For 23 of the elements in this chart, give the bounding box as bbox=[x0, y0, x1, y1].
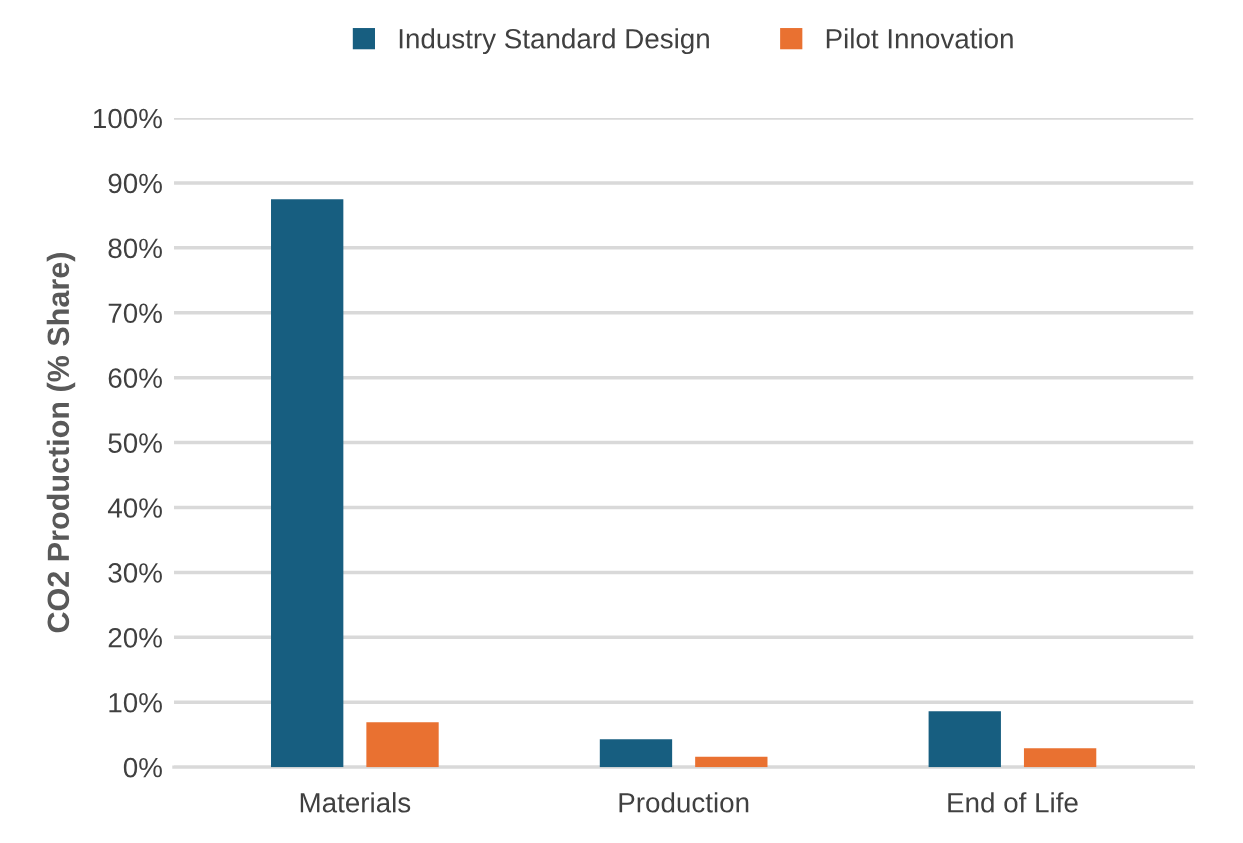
bar bbox=[695, 756, 768, 768]
legend-label: Pilot Innovation bbox=[826, 28, 1013, 49]
bar bbox=[599, 739, 673, 768]
y-tick-label: 40% bbox=[107, 498, 162, 518]
y-tick-label: 20% bbox=[108, 627, 162, 648]
y-tick-label: 70% bbox=[108, 303, 162, 324]
y-tick-label: 100% bbox=[93, 108, 162, 129]
bar bbox=[1023, 748, 1097, 768]
y-tick-label: 30% bbox=[108, 563, 162, 583]
bar bbox=[366, 722, 439, 768]
y-tick-label: 80% bbox=[108, 238, 162, 259]
x-tick-label: End of Life bbox=[948, 792, 1078, 813]
y-axis-title: CO2 Production (% Share) bbox=[46, 253, 76, 633]
x-tick-label: Production bbox=[619, 792, 749, 813]
y-tick-label: 60% bbox=[108, 368, 162, 388]
legend-label: Industry Standard Design bbox=[399, 28, 709, 55]
x-tick-label: Materials bbox=[300, 792, 411, 813]
y-tick-label: 0% bbox=[123, 757, 162, 778]
y-tick-label: 90% bbox=[108, 173, 162, 194]
y-tick-label: 10% bbox=[109, 692, 162, 713]
bar bbox=[271, 199, 344, 768]
y-tick-label: 50% bbox=[108, 433, 162, 453]
bar bbox=[928, 711, 1001, 768]
